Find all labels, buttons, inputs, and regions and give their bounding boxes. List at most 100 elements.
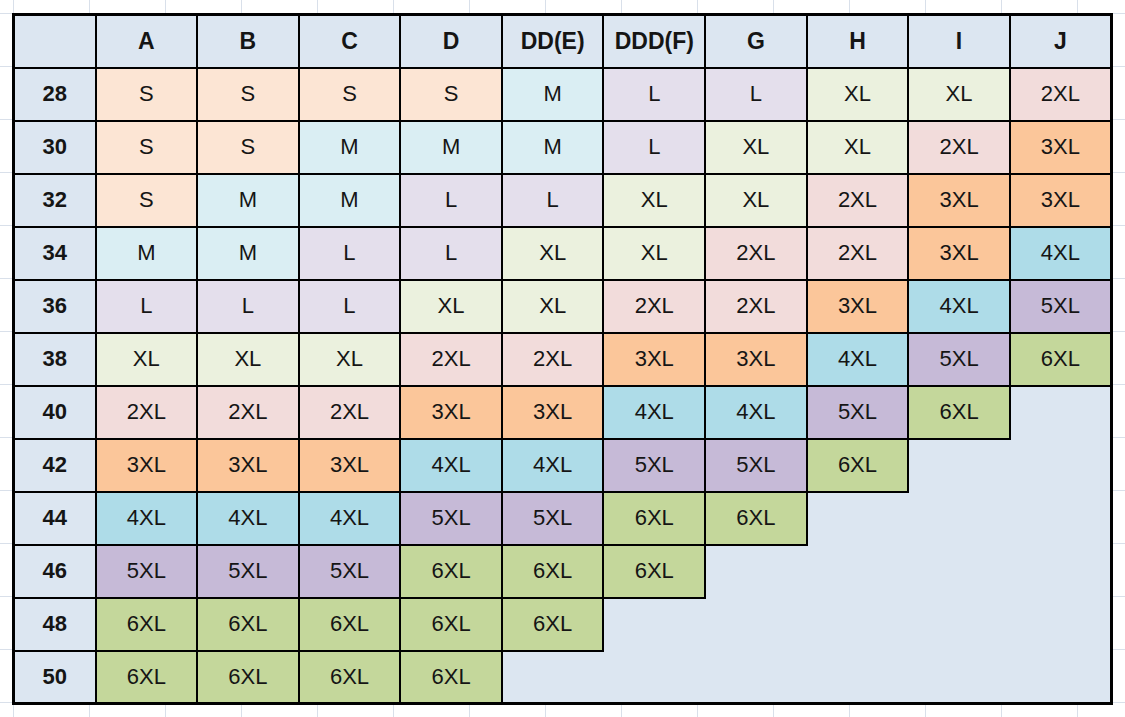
size-cell: 6XL xyxy=(908,386,1010,439)
size-cell: M xyxy=(197,227,299,280)
size-cell: XL xyxy=(197,333,299,386)
row-header-cell: 38 xyxy=(14,333,96,386)
table-row: 506XL6XL6XL6XL xyxy=(14,651,1112,704)
size-cell: S xyxy=(197,68,299,121)
size-cell: M xyxy=(197,174,299,227)
size-cell: 4XL xyxy=(400,439,502,492)
column-header-cell: D xyxy=(400,15,502,68)
size-cell: 6XL xyxy=(807,439,909,492)
column-header-cell: G xyxy=(705,15,807,68)
table-row: 38XLXLXL2XL2XL3XL3XL4XL5XL6XL xyxy=(14,333,1112,386)
column-header-cell: A xyxy=(96,15,198,68)
row-header-cell: 32 xyxy=(14,174,96,227)
empty-cell xyxy=(807,651,909,704)
table-row: 30SSMMMLXLXL2XL3XL xyxy=(14,121,1112,174)
size-cell: 5XL xyxy=(197,545,299,598)
row-header-cell: 34 xyxy=(14,227,96,280)
size-cell: 6XL xyxy=(502,545,604,598)
size-cell: 5XL xyxy=(705,439,807,492)
table-row: 34MMLLXLXL2XL2XL3XL4XL xyxy=(14,227,1112,280)
row-header-cell: 28 xyxy=(14,68,96,121)
size-cell: 6XL xyxy=(400,651,502,704)
size-cell: M xyxy=(299,174,401,227)
row-header-cell: 44 xyxy=(14,492,96,545)
size-cell: M xyxy=(96,227,198,280)
size-cell: 4XL xyxy=(96,492,198,545)
spreadsheet-background: { "chart_data": { "type": "table", "corn… xyxy=(0,0,1125,717)
size-cell: 3XL xyxy=(197,439,299,492)
size-cell: 3XL xyxy=(1010,174,1112,227)
empty-cell xyxy=(807,492,909,545)
corner-cell xyxy=(14,15,96,68)
size-cell: 3XL xyxy=(502,386,604,439)
column-header-cell: DDD(F) xyxy=(603,15,705,68)
size-cell: XL xyxy=(502,280,604,333)
size-cell: 2XL xyxy=(603,280,705,333)
table-row: 423XL3XL3XL4XL4XL5XL5XL6XL xyxy=(14,439,1112,492)
size-cell: 4XL xyxy=(299,492,401,545)
column-header-cell: B xyxy=(197,15,299,68)
size-cell: M xyxy=(502,68,604,121)
row-header-cell: 46 xyxy=(14,545,96,598)
size-cell: XL xyxy=(908,68,1010,121)
size-cell: L xyxy=(705,68,807,121)
size-cell: XL xyxy=(502,227,604,280)
size-cell: L xyxy=(603,68,705,121)
size-cell: XL xyxy=(705,121,807,174)
empty-cell xyxy=(908,598,1010,651)
empty-cell xyxy=(1010,651,1112,704)
row-header-cell: 30 xyxy=(14,121,96,174)
column-header-cell: J xyxy=(1010,15,1112,68)
size-cell: 4XL xyxy=(603,386,705,439)
empty-cell xyxy=(603,651,705,704)
size-cell: 5XL xyxy=(502,492,604,545)
size-cell: 3XL xyxy=(96,439,198,492)
empty-cell xyxy=(705,545,807,598)
size-cell: 2XL xyxy=(96,386,198,439)
size-cell: 4XL xyxy=(1010,227,1112,280)
size-cell: S xyxy=(400,68,502,121)
size-cell: 4XL xyxy=(502,439,604,492)
size-cell: 2XL xyxy=(705,280,807,333)
size-cell: 5XL xyxy=(1010,280,1112,333)
size-cell: L xyxy=(299,227,401,280)
size-cell: XL xyxy=(705,174,807,227)
size-cell: 6XL xyxy=(603,545,705,598)
size-cell: 6XL xyxy=(705,492,807,545)
empty-cell xyxy=(908,651,1010,704)
size-cell: 2XL xyxy=(807,227,909,280)
column-header-row: ABCDDD(E)DDD(F)GHIJ xyxy=(14,15,1112,68)
empty-cell xyxy=(603,598,705,651)
size-cell: 4XL xyxy=(908,280,1010,333)
table-row: 36LLLXLXL2XL2XL3XL4XL5XL xyxy=(14,280,1112,333)
size-cell: M xyxy=(502,121,604,174)
size-cell: 5XL xyxy=(807,386,909,439)
size-cell: 5XL xyxy=(603,439,705,492)
empty-cell xyxy=(1010,492,1112,545)
size-cell: 6XL xyxy=(400,598,502,651)
column-header-cell: DD(E) xyxy=(502,15,604,68)
size-cell: XL xyxy=(299,333,401,386)
column-header-cell: C xyxy=(299,15,401,68)
size-cell: 2XL xyxy=(197,386,299,439)
size-cell: M xyxy=(299,121,401,174)
size-cell: L xyxy=(299,280,401,333)
size-cell: 3XL xyxy=(1010,121,1112,174)
size-cell: 5XL xyxy=(400,492,502,545)
size-cell: 6XL xyxy=(1010,333,1112,386)
size-cell: XL xyxy=(807,121,909,174)
size-cell: 2XL xyxy=(400,333,502,386)
size-cell: 2XL xyxy=(502,333,604,386)
size-cell: S xyxy=(197,121,299,174)
size-cell: 6XL xyxy=(197,598,299,651)
size-cell: 6XL xyxy=(96,651,198,704)
size-cell: 4XL xyxy=(197,492,299,545)
empty-cell xyxy=(705,598,807,651)
size-cell: S xyxy=(299,68,401,121)
table-header-row: ABCDDD(E)DDD(F)GHIJ xyxy=(14,15,1112,68)
row-header-cell: 40 xyxy=(14,386,96,439)
empty-cell xyxy=(1010,439,1112,492)
size-chart-table: ABCDDD(E)DDD(F)GHIJ 28SSSSMLLXLXL2XL30SS… xyxy=(12,13,1113,705)
empty-cell xyxy=(1010,386,1112,439)
size-cell: 6XL xyxy=(502,598,604,651)
